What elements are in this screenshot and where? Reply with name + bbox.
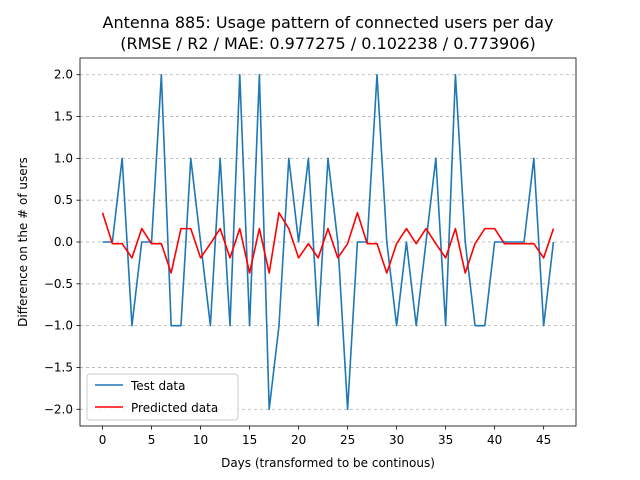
x-tick-label: 0 [99, 433, 107, 447]
x-axis: 0 5 10 15 20 25 30 35 40 45 [99, 426, 551, 447]
x-tick-label: 15 [242, 433, 257, 447]
y-tick-label: 0.0 [54, 235, 73, 249]
x-tick-label: 20 [291, 433, 306, 447]
chart-title: Antenna 885: Usage pattern of connected … [103, 13, 554, 32]
y-tick-label: 1.0 [54, 151, 73, 165]
series-line-test-data [102, 73, 555, 411]
y-tick-label: 0.5 [54, 193, 73, 207]
y-tick-label: −2.0 [44, 402, 73, 416]
legend: Test data Predicted data [86, 373, 239, 421]
y-tick-label: −1.5 [44, 360, 73, 374]
x-axis-label: Days (transformed to be continous) [221, 456, 435, 470]
legend-box [86, 373, 239, 421]
x-tick-label: 45 [536, 433, 551, 447]
series-layer [101, 73, 555, 411]
y-tick-label: −0.5 [44, 277, 73, 291]
legend-label-test-data: Test data [130, 379, 185, 393]
chart-subtitle: (RMSE / R2 / MAE: 0.977275 / 0.102238 / … [120, 34, 536, 53]
x-tick-label: 25 [340, 433, 355, 447]
y-axis-label: Difference on the # of users [16, 157, 30, 327]
y-axis: 2.0 1.5 1.0 0.5 0.0 −0.5 −1.0 −1.5 −2.0 [44, 68, 80, 416]
x-tick-label: 10 [193, 433, 208, 447]
y-tick-label: −1.0 [44, 319, 73, 333]
x-tick-label: 35 [438, 433, 453, 447]
x-tick-label: 30 [389, 433, 404, 447]
y-tick-label: 2.0 [54, 68, 73, 82]
series-line-predicted-data [101, 211, 555, 274]
x-tick-label: 5 [148, 433, 156, 447]
y-tick-label: 1.5 [54, 110, 73, 124]
legend-label-predicted-data: Predicted data [131, 401, 218, 415]
x-tick-label: 40 [487, 433, 502, 447]
